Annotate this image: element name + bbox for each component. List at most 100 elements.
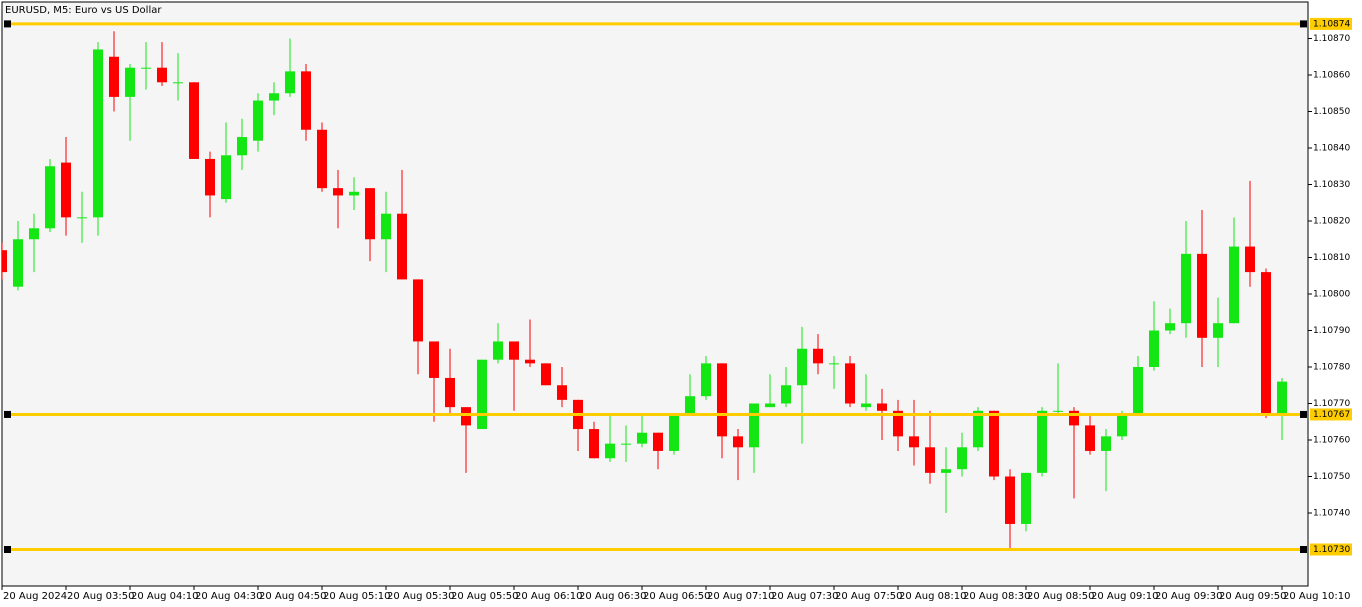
candle-body — [717, 363, 727, 437]
candle-body — [221, 155, 231, 200]
level-label: 1.10730 — [1313, 545, 1350, 555]
candle-body — [669, 414, 679, 451]
x-tick-label: 20 Aug 07:30 — [771, 591, 838, 602]
candle-body — [237, 137, 247, 156]
x-tick-label: 20 Aug 07:10 — [707, 591, 774, 602]
candle-body — [1245, 246, 1255, 273]
x-tick-label: 20 Aug 08:30 — [963, 591, 1030, 602]
x-tick-label: 20 Aug 04:10 — [131, 591, 198, 602]
x-tick-label: 20 Aug 04:50 — [259, 591, 326, 602]
candle-body — [685, 396, 695, 415]
level-handle — [4, 20, 11, 28]
y-tick-label: 1.10810 — [1313, 253, 1350, 263]
candle-body — [797, 348, 807, 386]
candle-body — [13, 239, 23, 287]
candles — [2, 31, 1287, 550]
x-tick-label: 20 Aug 09:50 — [1219, 591, 1286, 602]
candle-body — [109, 56, 119, 97]
x-tick-label: 20 Aug 06:10 — [515, 591, 582, 602]
candle-body — [589, 429, 599, 459]
x-tick-label: 20 Aug 08:10 — [899, 591, 966, 602]
level-label: 1.10767 — [1313, 410, 1350, 420]
x-tick-label: 20 Aug 07:50 — [835, 591, 902, 602]
candle-body — [653, 432, 663, 451]
candle-body — [1037, 410, 1047, 473]
y-tick-label: 1.10750 — [1313, 472, 1350, 482]
candle-body — [205, 158, 215, 196]
candle-body — [813, 348, 823, 364]
candle-body — [493, 341, 503, 360]
candle-body — [461, 407, 471, 426]
candle-body — [605, 443, 615, 459]
candle-body — [909, 436, 919, 448]
candle-body — [701, 363, 711, 397]
candle-body — [157, 67, 167, 83]
candle-body — [125, 67, 135, 97]
candle-body — [1277, 381, 1287, 415]
y-tick-label: 1.10850 — [1313, 107, 1350, 117]
candle-body — [1229, 246, 1239, 324]
candle-body — [1261, 272, 1271, 415]
candle-body — [1053, 410, 1063, 412]
candle-body — [1165, 323, 1175, 331]
x-tick-label: 20 Aug 08:50 — [1027, 591, 1094, 602]
candle-body — [829, 363, 839, 365]
level-handle — [1300, 410, 1307, 418]
candle-body — [877, 403, 887, 411]
candle-body — [397, 213, 407, 280]
candle-body — [381, 213, 391, 240]
x-tick-label: 20 Aug 05:30 — [387, 591, 454, 602]
candle-body — [1005, 476, 1015, 524]
candle-body — [93, 49, 103, 218]
level-label-box — [1310, 17, 1352, 30]
x-tick-label: 20 Aug 06:30 — [579, 591, 646, 602]
plot-area — [1, 1, 1309, 587]
level-handle — [1300, 20, 1307, 28]
candle-body — [749, 403, 759, 448]
candle-body — [77, 217, 87, 219]
x-tick-label: 20 Aug 10:10 — [1283, 591, 1350, 602]
x-tick-label: 20 Aug 05:10 — [323, 591, 390, 602]
candle-body — [285, 71, 295, 94]
candle-body — [733, 436, 743, 448]
y-tick-label: 1.10760 — [1313, 436, 1350, 446]
level-handle — [1300, 546, 1307, 553]
x-tick-label: 20 Aug 05:50 — [451, 591, 518, 602]
candle-body — [541, 363, 551, 386]
candle-body — [637, 432, 647, 444]
candle-body — [1197, 253, 1207, 338]
y-tick-label: 1.10820 — [1313, 217, 1350, 227]
candle-body — [1181, 253, 1191, 324]
candle-body — [1213, 323, 1223, 338]
candle-body — [445, 377, 455, 408]
candle-body — [269, 93, 279, 101]
candle-body — [189, 82, 199, 159]
candle-body — [973, 410, 983, 448]
candle-body — [1149, 330, 1159, 367]
candle-body — [893, 410, 903, 437]
y-tick-label: 1.10770 — [1313, 399, 1350, 409]
candle-body — [2, 250, 7, 273]
candle-body — [301, 71, 311, 130]
candle-body — [781, 385, 791, 404]
x-tick-label: 20 Aug 04:30 — [195, 591, 262, 602]
y-tick-label: 1.10800 — [1313, 290, 1350, 300]
x-tick-label: 20 Aug 03:50 — [67, 591, 134, 602]
candle-body — [365, 188, 375, 240]
candle-body — [29, 228, 39, 240]
candle-body — [61, 162, 71, 218]
candle-body — [509, 341, 519, 360]
candle-body — [173, 82, 183, 84]
candle-body — [349, 191, 359, 196]
candle-body — [1085, 425, 1095, 451]
candle-body — [413, 279, 423, 342]
candle-body — [45, 166, 55, 229]
x-tick-label: 20 Aug 09:30 — [1155, 591, 1222, 602]
candle-body — [1021, 472, 1031, 524]
chart-title: EURUSD, M5: Euro vs US Dollar — [5, 5, 162, 16]
y-tick-label: 1.10780 — [1313, 363, 1350, 373]
candle-body — [1101, 436, 1111, 451]
candle-body — [941, 469, 951, 473]
candle-body — [1117, 414, 1127, 437]
